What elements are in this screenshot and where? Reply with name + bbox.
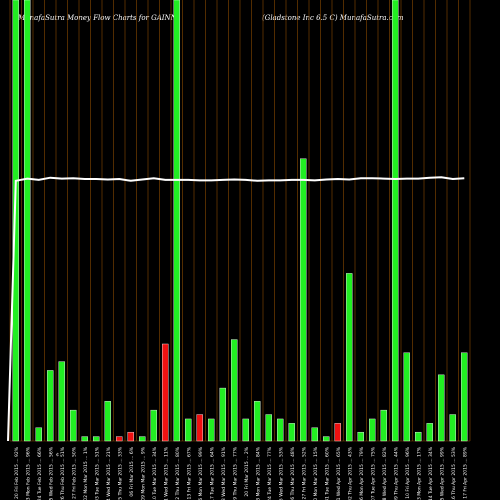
- x-tick-label: 13 Fri Mar 2015 ... 67%: [186, 446, 192, 499]
- bar-up: [12, 0, 19, 442]
- bar-up: [288, 423, 295, 442]
- bars: [12, 0, 468, 442]
- x-tick-label: 04 Wed Mar 2015 ... 21%: [106, 446, 112, 500]
- bar-up: [81, 436, 88, 442]
- bar-up: [208, 418, 215, 442]
- bar-up: [311, 427, 318, 442]
- bar-up: [346, 273, 353, 442]
- x-tick-label: 06 Fri Mar 2015 ... 6%: [129, 446, 135, 496]
- bar-up: [185, 418, 192, 442]
- bar-up: [323, 436, 330, 442]
- x-tick-label: 02 Thu Apr 2015 ... 43%: [347, 446, 353, 500]
- x-tick-label: 09 Thu Apr 2015 ... 44%: [393, 446, 399, 500]
- x-tick-label: 20 Fri Feb 2015 ... 92%: [14, 446, 20, 499]
- x-tick-label: 16 Thu Apr 2015 ... 53%: [451, 446, 457, 500]
- x-tick-label: 05 Thu Mar 2015 ... 33%: [117, 446, 123, 500]
- chart-subtitle: (Gladstone Inc 6.5 C) MunafaSutra.com: [262, 14, 404, 22]
- x-tick-label: 24 Tue Feb 2015 ... 66%: [37, 446, 43, 500]
- bar-up: [415, 431, 422, 442]
- bar-up: [93, 436, 100, 442]
- x-tick-label: 27 Fri Feb 2015 ... 50%: [71, 446, 77, 499]
- x-tick-label: 10 Tue Mar 2015 ... 34%: [152, 446, 158, 500]
- bar-up: [47, 370, 54, 442]
- x-tick-label: 25 Wed Feb 2015 ... 56%: [48, 446, 54, 500]
- small-mark: ¢: [56, 452, 60, 458]
- x-tick-label: 13 Mon Apr 2015 ... 17%: [416, 446, 422, 500]
- bar-up: [438, 374, 445, 442]
- bar-up: [380, 409, 387, 442]
- bar-up: [369, 418, 376, 442]
- x-tick-label: 23 Mon Mar 2015 ... 84%: [255, 446, 261, 500]
- bar-up: [277, 418, 284, 442]
- x-tick-label: 19 Thu Mar 2015 ... 77%: [232, 446, 238, 500]
- x-tick-label: 18 Wed Mar 2015 ... 91%: [221, 446, 227, 500]
- x-tick-label: 16 Mon Mar 2015 ... 99%: [198, 446, 204, 500]
- bar-up: [35, 427, 42, 442]
- bar-up: [300, 158, 307, 442]
- x-tick-label: 01 Wed Apr 2015 ... 65%: [336, 446, 342, 500]
- bar-down: [127, 431, 134, 442]
- bar-down: [196, 414, 203, 442]
- flow-line: [7, 176, 465, 442]
- x-tick-label: 06 Mon Apr 2015 ... 79%: [359, 446, 365, 500]
- bar-down: [162, 343, 169, 442]
- chart-title: MunafaSutra Money Flow Charts for GAINN: [18, 14, 177, 22]
- x-tick-label: 15 Wed Apr 2015 ... 99%: [439, 446, 445, 500]
- bar-up: [426, 423, 433, 442]
- grid-lines: [9, 0, 471, 442]
- x-tick-label: 30 Mon Mar 2015 ... 15%: [313, 446, 319, 500]
- x-tick-label: 02 Mon Mar 2015 ... 1%: [83, 446, 89, 500]
- bar-up: [173, 0, 180, 442]
- x-tick-labels: 20 Fri Feb 2015 ... 92% 23 Mon Feb 2015 .…: [14, 446, 469, 500]
- bar-up: [265, 414, 272, 442]
- bar-up: [242, 418, 249, 442]
- x-tick-label: 09 Mon Mar 2015 ... 9%: [140, 446, 146, 500]
- x-tick-label: 27 Fri Mar 2015 ... 52%: [301, 446, 307, 499]
- x-tick-label: 10 Fri Apr 2015 ... 96%: [405, 446, 411, 498]
- x-tick-label: 26 Thu Mar 2015 ... 48%: [290, 446, 296, 500]
- bar-up: [254, 401, 261, 442]
- bar-up: [357, 431, 364, 442]
- bar-down: [334, 423, 341, 442]
- x-tick-label: 11 Wed Mar 2015 ... 11%: [163, 446, 169, 500]
- x-tick-label: 08 Wed Apr 2015 ... 82%: [382, 446, 388, 500]
- bar-up: [449, 414, 456, 442]
- x-tick-label: 17 Tue Mar 2015 ... 64%: [209, 446, 215, 500]
- x-tick-label: 20 Fri Mar 2015 ... 2%: [244, 446, 250, 496]
- bar-down: [116, 436, 123, 442]
- bar-up: [392, 0, 399, 442]
- x-tick-label: 12 Thu Mar 2015 ... 80%: [175, 446, 181, 500]
- x-tick-label: 03 Tue Mar 2015 ... 51%: [94, 446, 100, 500]
- x-tick-label: 26 Thu Feb 2015 ... 51%: [60, 446, 66, 500]
- bar-up: [150, 409, 157, 442]
- x-tick-label: 17 Fri Apr 2015 ... 89%: [462, 446, 468, 498]
- x-tick-label: 14 Tue Apr 2015 ... 34%: [428, 446, 434, 500]
- x-tick-label: 07 Tue Apr 2015 ... 75%: [370, 446, 376, 500]
- bar-up: [403, 352, 410, 442]
- bar-up: [231, 339, 238, 442]
- money-flow-line: [7, 176, 465, 442]
- bar-up: [219, 387, 226, 442]
- x-tick-label: 25 Wed Mar 2015 ... 53%: [278, 446, 284, 500]
- bar-up: [461, 352, 468, 442]
- bar-up: [70, 409, 77, 442]
- bar-up: [104, 401, 111, 442]
- x-tick-label: 23 Mon Feb 2015 ... 96%: [25, 446, 31, 500]
- bar-up: [58, 361, 65, 442]
- x-tick-label: 24 Tue Mar 2015 ... 77%: [267, 446, 273, 500]
- bar-up: [139, 436, 146, 442]
- x-tick-label: 31 Tue Mar 2015 ... 60%: [324, 446, 330, 500]
- bar-up: [24, 0, 31, 442]
